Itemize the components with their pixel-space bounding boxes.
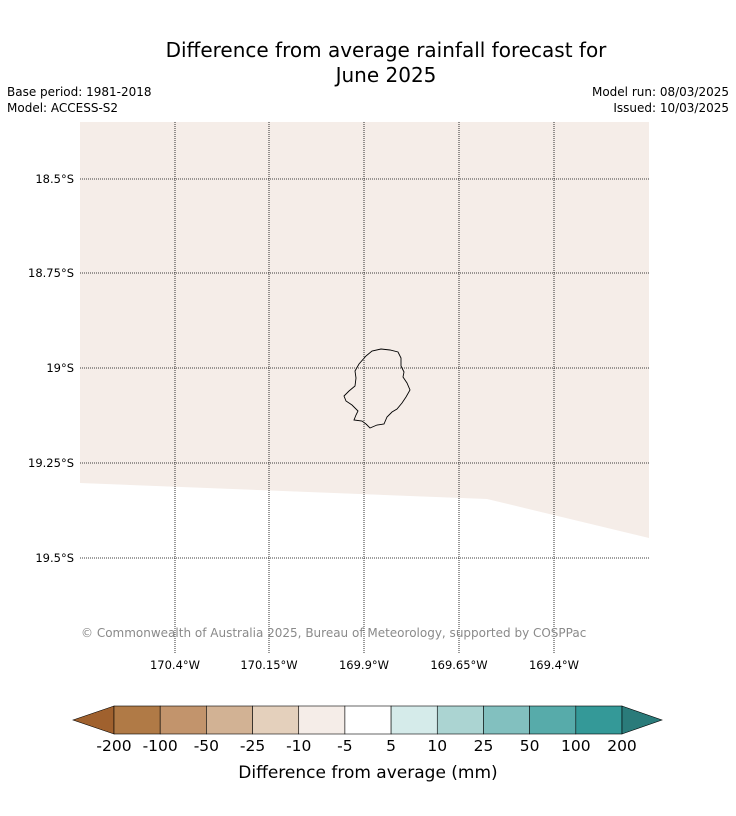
lat-label: 18.75°S bbox=[28, 266, 74, 280]
colorbar-tick-label: 5 bbox=[386, 737, 396, 755]
colorbar-tick-label: 100 bbox=[561, 737, 591, 755]
issued-date: Issued: 10/03/2025 bbox=[613, 101, 729, 115]
lon-label: 169.65°W bbox=[430, 658, 487, 672]
copyright-text: © Commonwealth of Australia 2025, Bureau… bbox=[81, 626, 586, 640]
island-coastline bbox=[343, 348, 411, 429]
model-name: Model: ACCESS-S2 bbox=[7, 101, 119, 115]
colorbar-tick-label: 50 bbox=[520, 737, 540, 755]
colorbar-segment bbox=[575, 705, 623, 735]
colorbar-segment bbox=[113, 705, 161, 735]
longitude-gridlines bbox=[174, 122, 555, 653]
lat-label: 19.25°S bbox=[28, 456, 74, 470]
forecast-fill-region bbox=[80, 122, 649, 538]
meta-right: Model run: 08/03/2025 Issued: 10/03/2025 bbox=[592, 84, 729, 116]
colorbar-extend-low bbox=[72, 705, 115, 735]
base-period: Base period: 1981-2018 bbox=[7, 85, 152, 99]
title-line-1: Difference from average rainfall forecas… bbox=[165, 38, 607, 62]
colorbar-tick-label: -10 bbox=[286, 737, 311, 755]
colorbar-extend-high bbox=[621, 705, 663, 735]
colorbar-segment bbox=[483, 705, 530, 735]
colorbar-segment bbox=[390, 705, 438, 735]
colorbar-tick-label: -25 bbox=[240, 737, 265, 755]
colorbar-segment bbox=[298, 705, 346, 735]
lat-label: 18.5°S bbox=[35, 172, 74, 186]
colorbar-segment bbox=[252, 705, 300, 735]
lon-label: 169.4°W bbox=[529, 658, 579, 672]
colorbar-ticks: -200 -100 -50 -25 -10 -5 5 10 25 50 100 200 bbox=[96, 737, 636, 755]
colorbar-segment bbox=[344, 705, 392, 735]
colorbar-segment bbox=[436, 705, 484, 735]
colorbar-tick-label: 25 bbox=[474, 737, 494, 755]
colorbar bbox=[72, 705, 663, 735]
colorbar-tick-label: -50 bbox=[194, 737, 219, 755]
colorbar-label: Difference from average (mm) bbox=[238, 763, 497, 783]
colorbar-segment bbox=[159, 705, 207, 735]
lat-label: 19°S bbox=[46, 361, 74, 375]
model-run: Model run: 08/03/2025 bbox=[591, 85, 729, 99]
colorbar-segment bbox=[206, 705, 253, 735]
colorbar-segment bbox=[529, 705, 577, 735]
lon-label: 170.15°W bbox=[240, 658, 297, 672]
colorbar-tick-label: -5 bbox=[337, 737, 352, 755]
lat-label: 19.5°S bbox=[35, 551, 74, 565]
lon-label: 169.9°W bbox=[339, 658, 389, 672]
colorbar-tick-label: -200 bbox=[96, 737, 131, 755]
latitude-gridlines bbox=[80, 178, 649, 559]
meta-left: Base period: 1981-2018 Model: ACCESS-S2 bbox=[7, 84, 152, 116]
colorbar-tick-label: 200 bbox=[607, 737, 637, 755]
colorbar-tick-label: 10 bbox=[427, 737, 447, 755]
title-line-2: June 2025 bbox=[335, 63, 437, 87]
colorbar-tick-label: -100 bbox=[143, 737, 178, 755]
lon-label: 170.4°W bbox=[150, 658, 200, 672]
map-title: Difference from average rainfall forecas… bbox=[0, 38, 736, 88]
